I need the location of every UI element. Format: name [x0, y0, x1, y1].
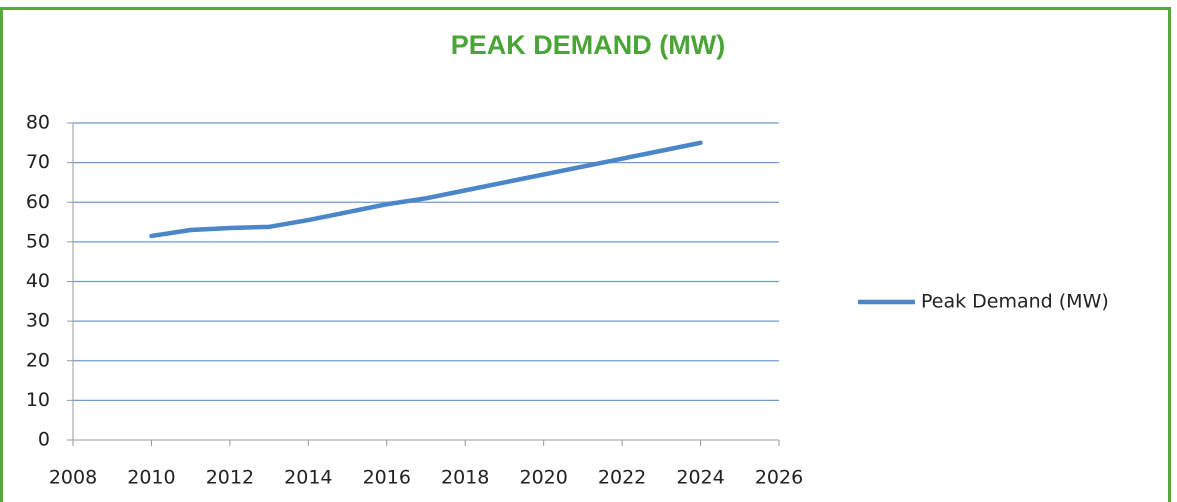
x-tick-label: 2012: [206, 467, 254, 489]
y-tick-label: 60: [26, 191, 50, 213]
legend-label: Peak Demand (MW): [921, 291, 1109, 313]
x-tick-label: 2010: [127, 467, 175, 489]
y-tick-label: 0: [38, 429, 50, 451]
x-tick-label: 2014: [284, 467, 332, 489]
x-tick-label: 2018: [441, 467, 489, 489]
y-tick-label: 80: [26, 112, 50, 134]
y-tick-label: 20: [26, 349, 50, 371]
y-tick-label: 70: [26, 151, 50, 173]
x-tick-label: 2016: [363, 467, 411, 489]
chart-title: PEAK DEMAND (MW): [451, 30, 725, 60]
x-tick-label: 2024: [676, 467, 724, 489]
x-tick-label: 2020: [519, 467, 567, 489]
frame: [0, 7, 1171, 502]
y-tick-label: 10: [26, 389, 50, 411]
y-tick-label: 30: [26, 310, 50, 332]
x-tick-label: 2008: [49, 467, 97, 489]
data-line: [149, 140, 703, 239]
x-tick-label: 2026: [755, 467, 803, 489]
y-tick-label: 40: [26, 270, 50, 292]
x-tick-label: 2022: [598, 467, 646, 489]
y-tick-label: 50: [26, 230, 50, 252]
